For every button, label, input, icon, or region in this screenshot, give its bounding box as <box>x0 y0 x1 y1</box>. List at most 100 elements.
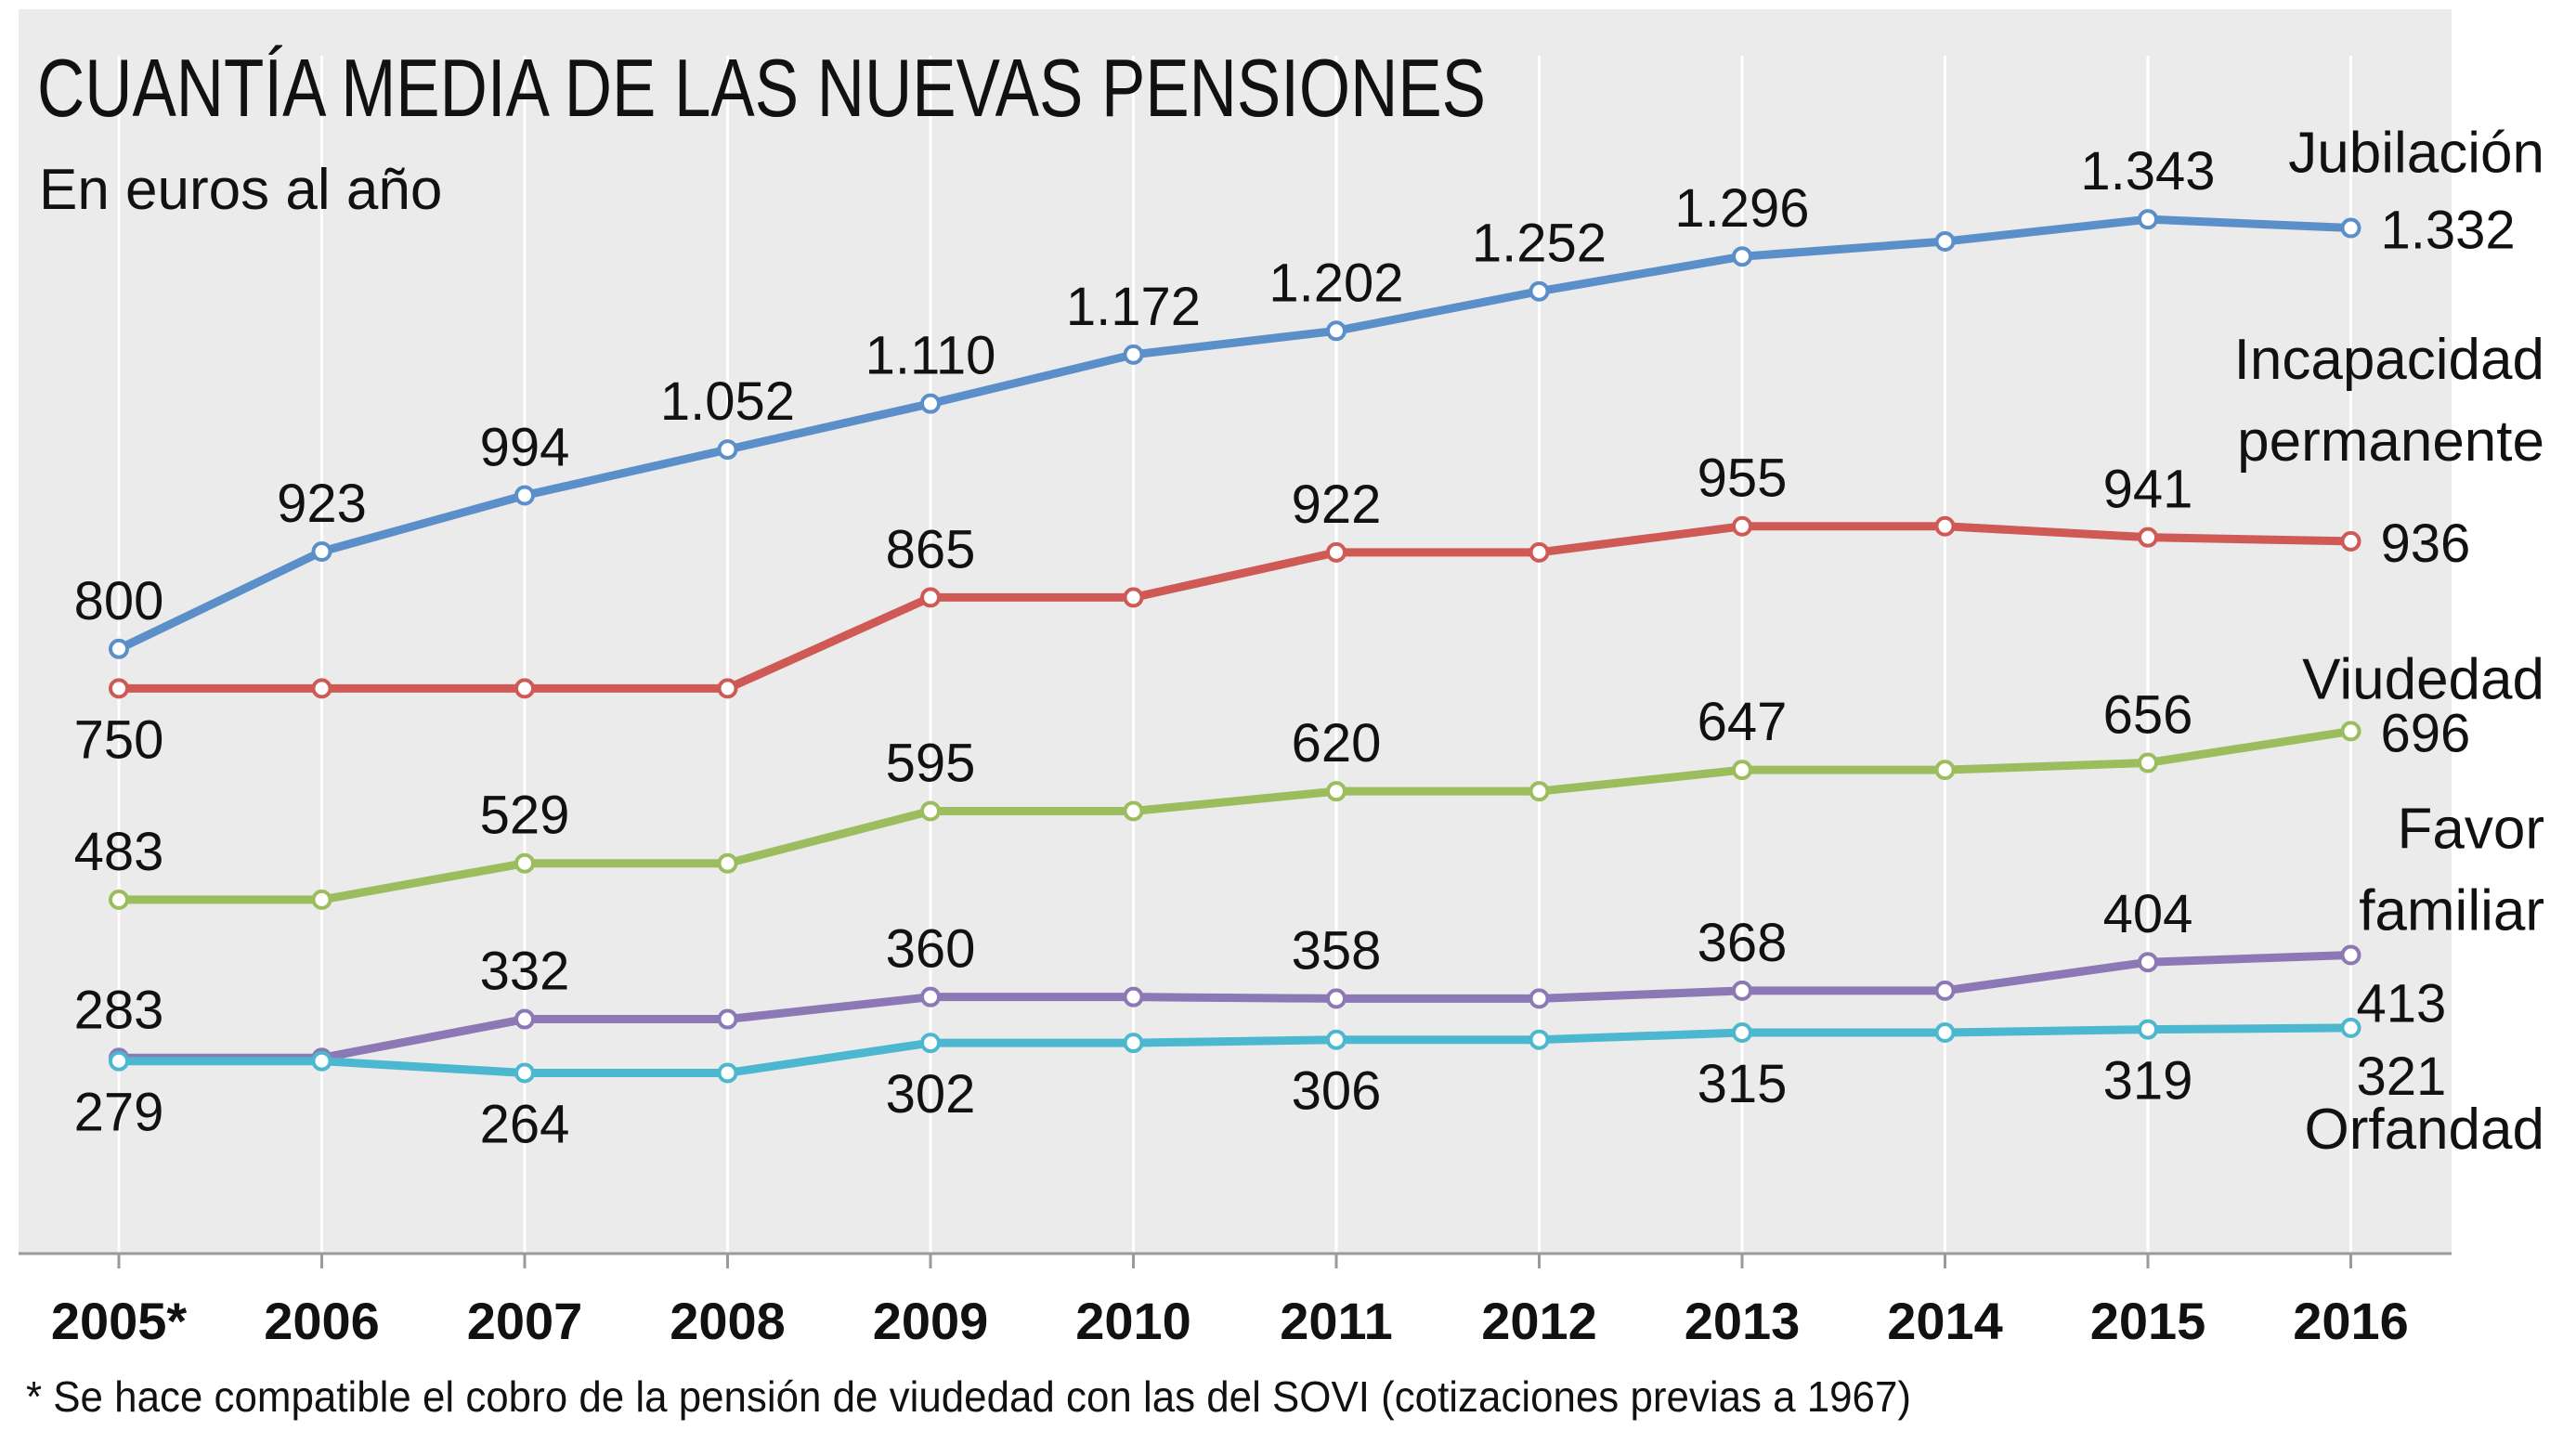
data-point <box>311 541 332 563</box>
data-label: 595 <box>886 733 976 793</box>
x-tick-label: 2010 <box>1075 1292 1191 1350</box>
data-point <box>2340 217 2361 239</box>
data-label: 1.296 <box>1674 178 1809 239</box>
data-point <box>109 638 129 659</box>
data-point <box>2138 752 2158 774</box>
data-point <box>1934 1022 1956 1044</box>
data-label: 1.343 <box>2080 141 2215 202</box>
data-point <box>920 1033 941 1054</box>
series-names: Jubilación Incapacidad permanente Viudedad F… <box>2234 122 2544 1162</box>
data-point <box>1529 781 1550 802</box>
chart-title: CUANTÍA MEDIA DE LAS NUEVAS PENSIONES <box>37 42 1486 134</box>
data-point <box>1732 1022 1752 1044</box>
data-labels: 800 923 994 1.052 1.110 1.172 1.202 1.252 1.296 1… <box>74 141 2516 1154</box>
chart-footnote: * Se hace compatible el cobro de la pens… <box>26 1372 1911 1421</box>
data-point <box>1934 980 1956 1001</box>
data-label: 413 <box>2357 974 2447 1034</box>
data-point <box>1326 1029 1347 1050</box>
data-label: 865 <box>886 519 976 579</box>
data-label: 358 <box>1292 920 1382 981</box>
series-line <box>114 214 2355 654</box>
data-point <box>1123 344 1144 365</box>
data-label: 994 <box>480 418 570 478</box>
x-tick-label: 2011 <box>1280 1292 1393 1350</box>
data-point <box>514 485 535 506</box>
data-point <box>2340 530 2361 552</box>
data-point <box>717 678 738 699</box>
series-lines <box>109 209 2361 1084</box>
series-name-label: familiar <box>2359 879 2544 943</box>
data-point <box>311 1050 332 1072</box>
data-label: 955 <box>1698 448 1788 509</box>
data-point <box>717 1062 738 1084</box>
plot-background <box>19 9 2452 1254</box>
data-label: 750 <box>74 709 164 770</box>
data-point <box>311 678 332 699</box>
data-point <box>2340 1017 2361 1038</box>
data-label: 941 <box>2103 460 2193 520</box>
data-point <box>1529 541 1550 563</box>
series-name-label: permanente <box>2237 410 2544 474</box>
data-point <box>109 1050 129 1072</box>
data-label: 1.202 <box>1268 253 1403 313</box>
x-tick-label: 2009 <box>873 1292 989 1350</box>
data-point <box>2340 721 2361 742</box>
data-label: 800 <box>74 571 164 631</box>
data-label: 1.052 <box>660 371 795 432</box>
data-point <box>1732 760 1752 781</box>
data-point <box>2138 526 2158 548</box>
data-label: 696 <box>2381 703 2471 763</box>
data-point <box>514 852 535 874</box>
data-point <box>1732 246 1752 267</box>
data-label: 620 <box>1292 713 1382 774</box>
data-point <box>920 393 941 414</box>
x-axis-ticks: 2005* 2006 2007 2008 2009 2010 2011 2012 2013 201… <box>51 1254 2409 1350</box>
data-point <box>109 678 129 699</box>
data-point <box>514 1008 535 1030</box>
data-label: 647 <box>1698 692 1788 752</box>
data-point <box>920 800 941 822</box>
series-line <box>114 1023 2355 1077</box>
data-point <box>1529 988 1550 1009</box>
data-point <box>514 1062 535 1084</box>
data-point <box>1123 800 1144 822</box>
x-tick-label: 2005* <box>51 1292 188 1350</box>
data-label: 279 <box>74 1083 164 1143</box>
data-point <box>1326 988 1347 1009</box>
data-point <box>2138 1019 2158 1040</box>
data-label: 306 <box>1292 1061 1382 1122</box>
data-point <box>1326 320 1347 342</box>
data-label: 936 <box>2381 514 2471 574</box>
data-label: 264 <box>480 1094 570 1154</box>
x-tick-label: 2008 <box>670 1292 786 1350</box>
data-label: 319 <box>2103 1051 2193 1112</box>
data-point <box>1326 781 1347 802</box>
series-line <box>114 726 2355 904</box>
data-point <box>1934 760 1956 781</box>
data-point <box>311 889 332 910</box>
data-label: 315 <box>1698 1054 1788 1114</box>
data-point <box>1123 1033 1144 1054</box>
series-name-label: Jubilación <box>2288 122 2544 186</box>
x-tick-label: 2014 <box>1887 1292 2003 1350</box>
data-label: 922 <box>1292 474 1382 535</box>
data-label: 1.172 <box>1066 277 1201 337</box>
x-tick-label: 2016 <box>2293 1292 2409 1350</box>
data-label: 1.252 <box>1472 214 1607 274</box>
data-label: 656 <box>2103 684 2193 745</box>
data-point <box>1123 986 1144 1008</box>
data-label: 283 <box>74 980 164 1040</box>
data-point <box>1529 280 1550 302</box>
data-label: 1.332 <box>2381 201 2516 261</box>
x-tick-label: 2006 <box>264 1292 380 1350</box>
data-point <box>920 986 941 1008</box>
data-label: 302 <box>886 1064 976 1124</box>
data-label: 404 <box>2103 884 2193 944</box>
data-point <box>1529 1029 1550 1050</box>
data-point <box>1123 587 1144 608</box>
data-point <box>1934 515 1956 537</box>
data-point <box>1732 980 1752 1001</box>
data-point <box>109 889 129 910</box>
data-label: 360 <box>886 919 976 980</box>
data-label: 332 <box>480 942 570 1002</box>
